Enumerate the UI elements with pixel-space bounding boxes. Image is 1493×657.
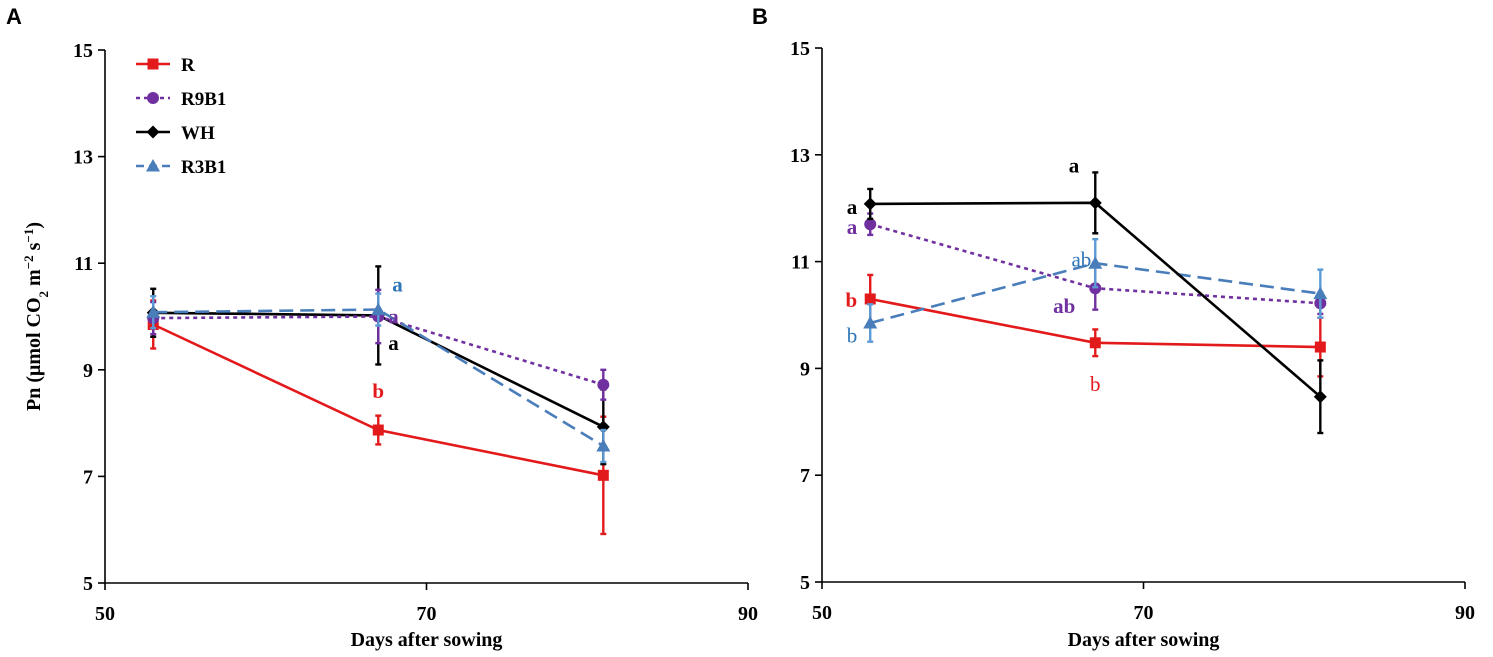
significance-label-r9b1: ab (1053, 294, 1075, 318)
panel-a: A 5 7 9 11 13 15 50 70 90 Days after sowing Pn (μmo… (6, 4, 758, 651)
x-tick-label-b: 70 (1134, 602, 1154, 624)
data-point-r (1089, 337, 1101, 349)
data-point-r3b1 (596, 439, 611, 452)
legend-marker-r3b1 (146, 159, 160, 172)
y-tick-label-b: 15 (790, 38, 810, 60)
panel-label-b: B (752, 4, 768, 29)
data-point-r (864, 293, 876, 305)
data-point-r (372, 424, 384, 436)
x-axis-title-a: Days after sowing (351, 629, 503, 651)
legend-marker-wh (146, 125, 160, 139)
significance-label-r3b1: ab (1071, 248, 1091, 272)
data-point-wh (1313, 390, 1327, 404)
y-tick-label-a: 7 (83, 466, 93, 488)
x-tick-label-a: 50 (95, 603, 115, 625)
y-axis-title: Pn (μmol CO2 m−2 s−1) (21, 222, 51, 411)
series-r3b1-a (146, 292, 611, 464)
y-tick-label-b: 11 (791, 252, 810, 274)
data-point-wh (596, 420, 610, 434)
significance-label-wh: a (1069, 153, 1080, 177)
series-line-r3b1 (153, 308, 604, 448)
legend-item-wh: WH (136, 123, 215, 144)
y-tick-label-b: 7 (800, 465, 810, 487)
data-point-r9b1 (597, 378, 610, 391)
y-tick-label-a: 5 (83, 573, 93, 595)
legend-marker-r9b1 (147, 92, 159, 104)
significance-label-r3b1: b (847, 323, 858, 347)
data-point-r3b1 (863, 316, 878, 329)
data-point-r3b1 (1313, 286, 1328, 300)
legend-label-r9b1: R9B1 (181, 89, 226, 110)
series-r3b1-b (863, 237, 1328, 343)
x-tick-label-b: 50 (812, 602, 832, 624)
legend-label-r: R (181, 55, 195, 76)
panel-label-a: A (6, 4, 22, 29)
significance-label-r9b1: a (847, 215, 858, 239)
data-point-wh (1088, 196, 1102, 210)
y-tick-label-b: 9 (800, 358, 810, 380)
series-wh-b (863, 171, 1327, 435)
data-point-r9b1 (864, 218, 877, 231)
significance-label-r: b (1090, 372, 1101, 396)
x-tick-label-b: 90 (1455, 602, 1475, 624)
y-tick-label-b: 5 (800, 572, 810, 594)
significance-label-wh: a (847, 195, 858, 219)
data-point-r3b1 (371, 302, 386, 316)
legend-item-r3b1: R3B1 (136, 157, 226, 178)
y-tick-label-b: 13 (790, 145, 810, 167)
data-point-wh (863, 197, 877, 211)
legend-label-r3b1: R3B1 (181, 157, 226, 178)
significance-label-r: b (846, 288, 858, 312)
significance-label-wh: a (388, 331, 399, 355)
data-point-r3b1 (146, 305, 161, 318)
legend-label-wh: WH (181, 123, 215, 144)
x-axis-title-b: Days after sowing (1068, 629, 1220, 651)
legend-marker-r (147, 58, 159, 70)
significance-label-r9b1: a (388, 305, 399, 329)
significance-label-r3b1: a (392, 273, 403, 297)
significance-label-r: b (372, 379, 384, 403)
data-point-r (1314, 341, 1326, 353)
x-tick-label-a: 90 (738, 603, 758, 625)
y-tick-label-a: 11 (74, 253, 93, 275)
y-tick-label-a: 9 (83, 360, 93, 382)
y-tick-label-a: 13 (73, 147, 93, 169)
data-point-r3b1 (1088, 256, 1103, 269)
legend: R R9B1 WH R3B1 (136, 55, 226, 178)
legend-item-r: R (136, 55, 195, 76)
y-tick-label-a: 15 (73, 40, 93, 62)
data-point-r (597, 469, 609, 481)
x-tick-label-a: 70 (417, 603, 437, 625)
legend-item-r9b1: R9B1 (136, 89, 226, 110)
